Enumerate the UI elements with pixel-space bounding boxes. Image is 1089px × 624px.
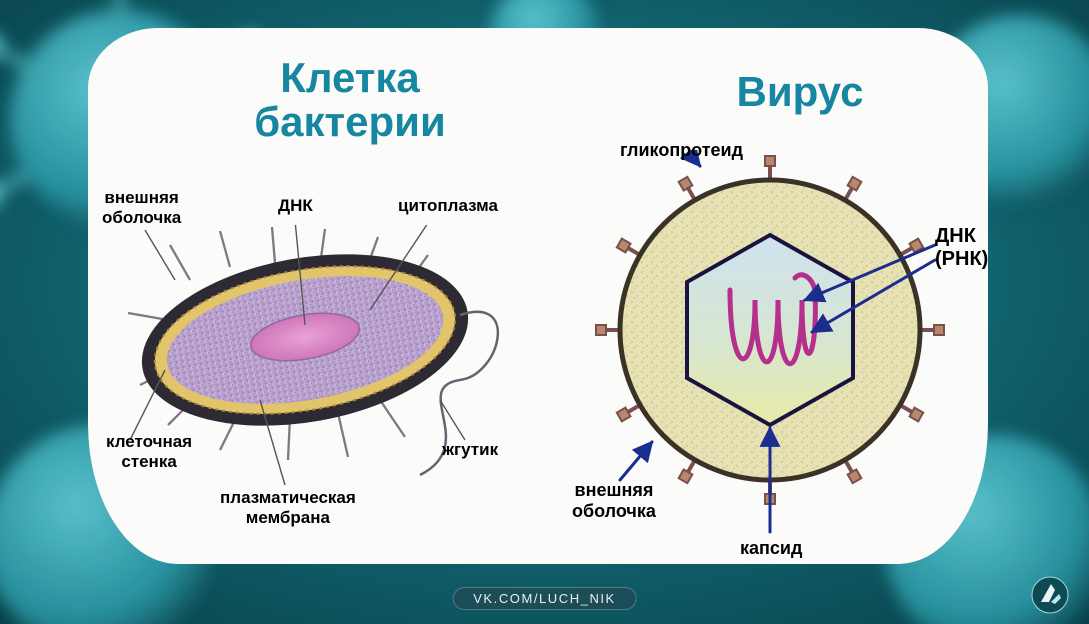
- label-bacteria-cytoplasm: цитоплазма: [398, 196, 498, 216]
- label-bacteria-cell-wall: клеточнаястенка: [106, 432, 192, 472]
- label-virus-dna-rna: ДНК(РНК): [935, 225, 988, 271]
- label-bacteria-flagellum: жгутик: [442, 440, 498, 460]
- label-bacteria-plasma-membrane: плазматическаямембрана: [220, 488, 356, 528]
- footer-credit: VK.COM/LUCH_NIK: [452, 587, 637, 610]
- label-virus-capsid: капсид: [740, 538, 802, 559]
- stage: Клеткабактерии Вирус: [0, 0, 1089, 624]
- logo-icon: [1031, 576, 1069, 614]
- title-bacteria: Клеткабактерии: [200, 56, 500, 144]
- title-virus: Вирус: [680, 70, 920, 114]
- label-bacteria-dna: ДНК: [278, 196, 313, 216]
- label-virus-glycoprotein: гликопротеид: [620, 140, 743, 161]
- label-bacteria-outer-envelope: внешняяоболочка: [102, 188, 181, 228]
- label-virus-outer-envelope: внешняяоболочка: [572, 480, 656, 522]
